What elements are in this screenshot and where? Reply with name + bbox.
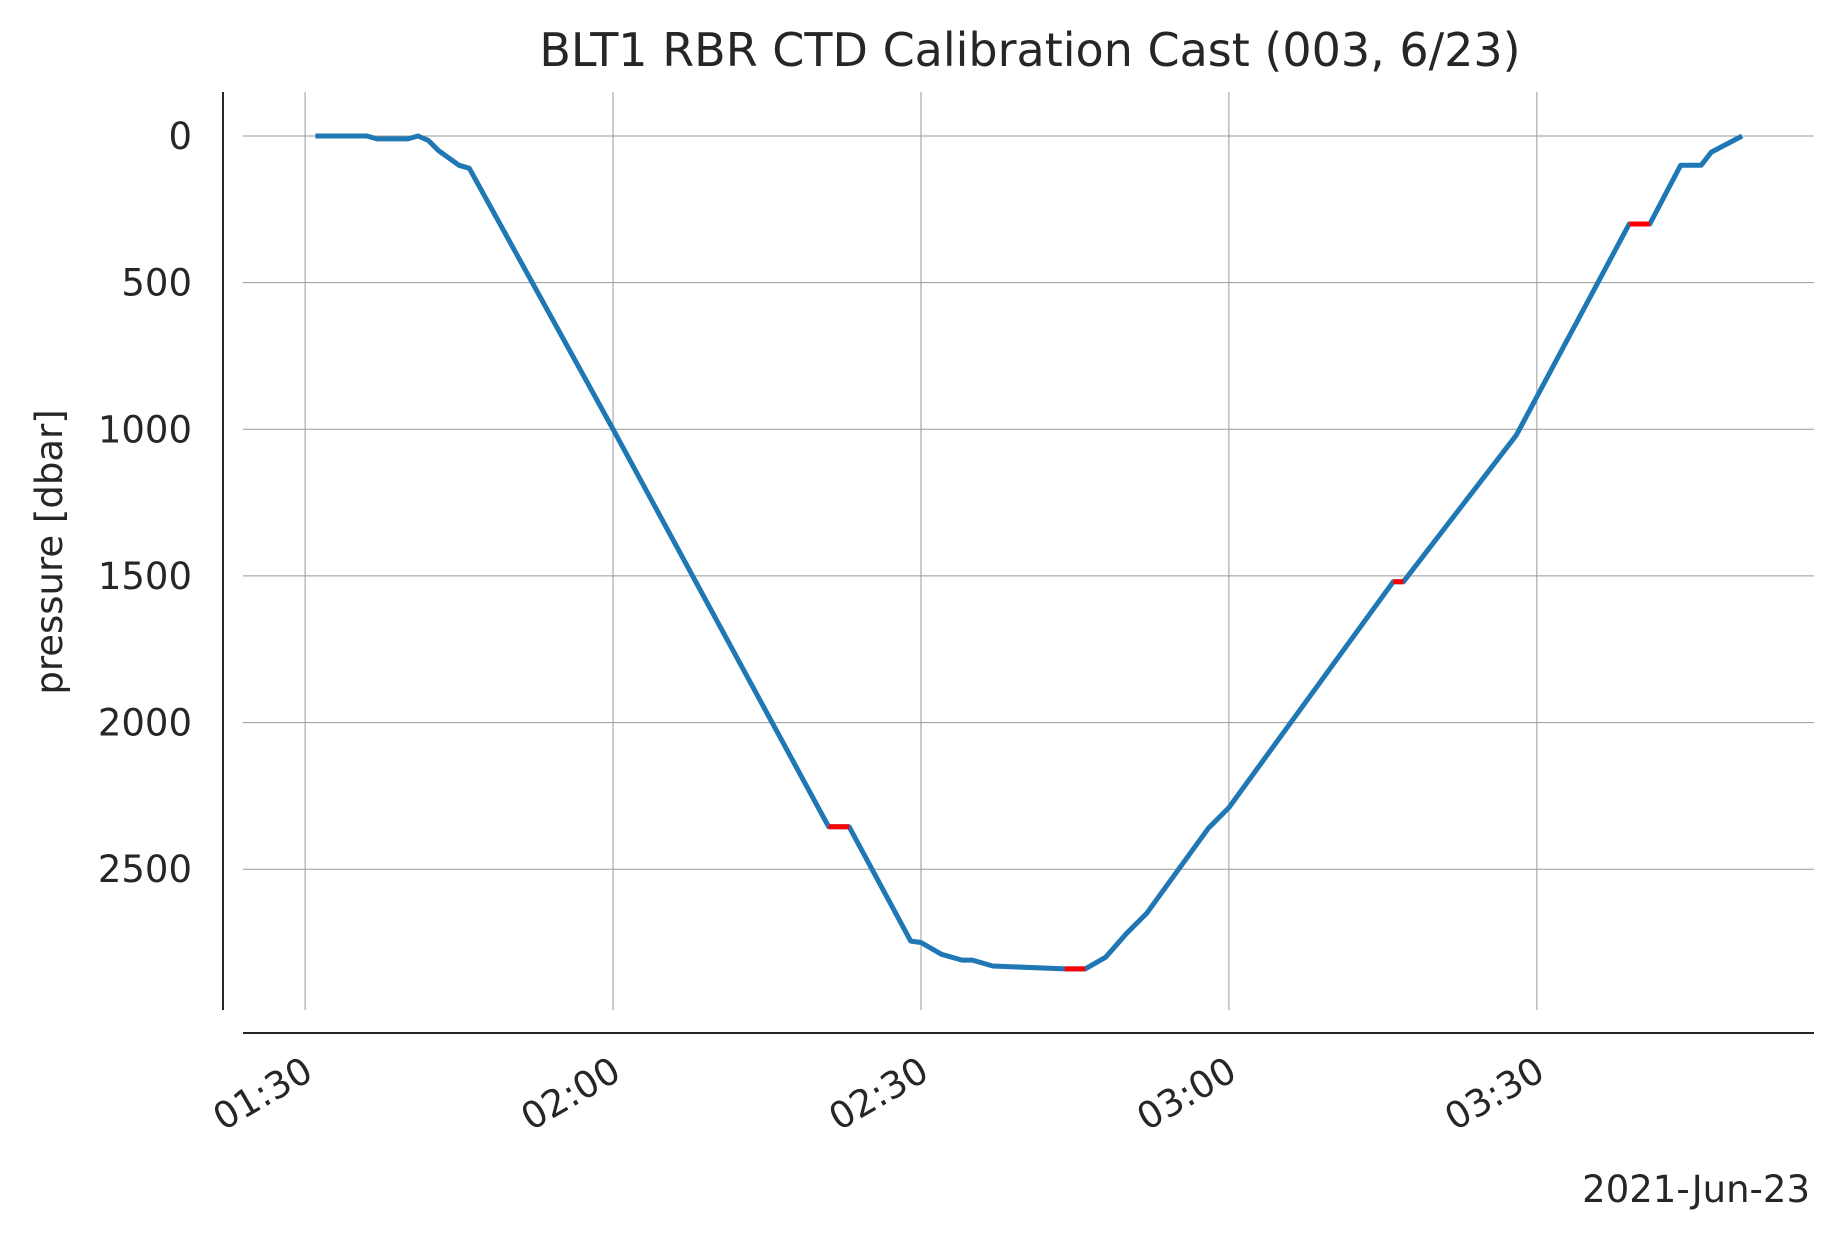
x-tick-label: 03:30 (1438, 1049, 1552, 1140)
data-line (828, 221, 1650, 972)
y-tick-label: 2500 (98, 848, 192, 891)
y-tick-label: 2000 (98, 702, 192, 745)
x-tick-label: 02:30 (822, 1049, 936, 1140)
y-tick-label: 1500 (98, 555, 192, 598)
x-tick-label: 02:00 (514, 1049, 628, 1140)
chart-title: BLT1 RBR CTD Calibration Cast (003, 6/23… (539, 23, 1520, 77)
x-tick-label: 01:30 (206, 1049, 320, 1140)
y-tick-label: 1000 (98, 408, 192, 451)
y-tick-label: 0 (168, 115, 192, 158)
data-line (315, 133, 1744, 972)
y-axis-label: pressure [dbar] (28, 409, 71, 694)
date-label: 2021-Jun-23 (1582, 1168, 1810, 1211)
y-tick-label: 500 (121, 262, 192, 305)
x-tick-label: 03:00 (1130, 1049, 1244, 1140)
